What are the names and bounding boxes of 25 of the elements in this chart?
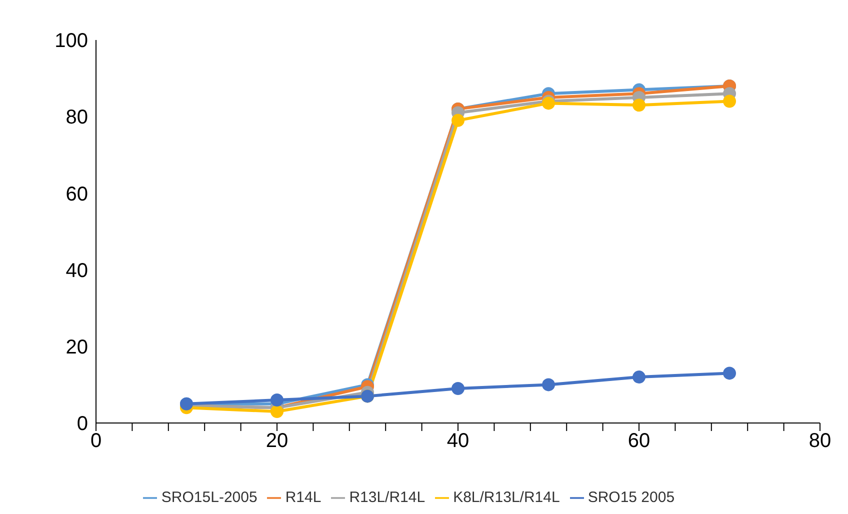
x-tick-label: 80 bbox=[808, 430, 832, 452]
point bbox=[542, 378, 555, 392]
point bbox=[723, 366, 736, 380]
point bbox=[452, 382, 464, 396]
legend-label: R13L/R14L bbox=[349, 489, 426, 506]
point bbox=[270, 394, 284, 407]
y-tick-label: 0 bbox=[76, 413, 88, 436]
legend-label: R14L bbox=[285, 489, 322, 506]
y-tick-label: 20 bbox=[66, 336, 88, 358]
x-tick-label: 0 bbox=[90, 430, 102, 452]
x-tick-label: 20 bbox=[266, 430, 288, 452]
y-tick-label: 100 bbox=[54, 30, 88, 52]
y-tick-label: 60 bbox=[66, 183, 88, 206]
point bbox=[632, 98, 646, 112]
legend-label: SRO15L-2005 bbox=[161, 489, 258, 506]
legend-label: SRO15 2005 bbox=[588, 489, 675, 506]
y-tick-label: 80 bbox=[66, 106, 88, 129]
y-tick-label: 40 bbox=[66, 260, 88, 282]
x-tick-label: 60 bbox=[628, 430, 650, 452]
point bbox=[723, 94, 736, 108]
point bbox=[632, 370, 646, 384]
point bbox=[270, 405, 284, 418]
x-tick-label: 40 bbox=[446, 430, 470, 452]
point bbox=[452, 114, 464, 127]
legend-label: K8L/R13L/R14L bbox=[453, 489, 560, 506]
